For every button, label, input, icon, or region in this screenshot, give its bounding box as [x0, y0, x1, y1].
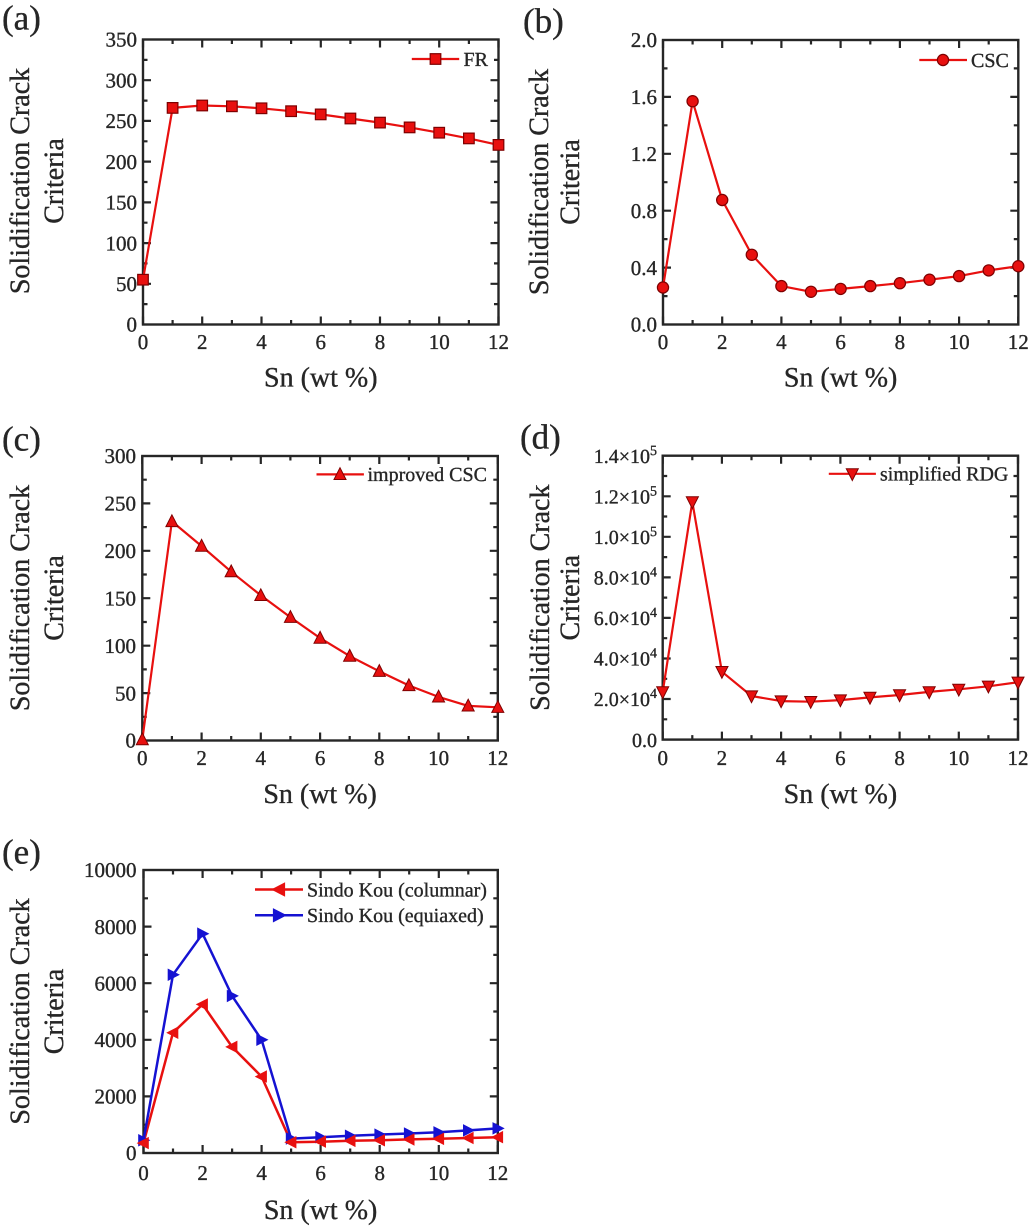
svg-text:8: 8 [895, 330, 906, 354]
svg-text:0: 0 [127, 313, 138, 337]
svg-text:Solidification Crack: Solidification Crack [5, 485, 36, 711]
svg-text:12: 12 [487, 746, 508, 770]
svg-text:(a): (a) [2, 0, 41, 38]
svg-text:200: 200 [105, 539, 137, 563]
svg-text:0: 0 [137, 746, 148, 770]
svg-text:150: 150 [105, 587, 137, 611]
svg-text:0: 0 [138, 330, 149, 354]
svg-text:10: 10 [948, 746, 969, 770]
svg-text:2.0: 2.0 [631, 28, 657, 52]
svg-text:Sn (wt %): Sn (wt %) [264, 1195, 378, 1226]
svg-text:12: 12 [487, 1161, 508, 1185]
svg-text:1.6: 1.6 [631, 85, 657, 109]
svg-text:10: 10 [949, 330, 970, 354]
svg-text:2: 2 [717, 746, 728, 770]
svg-text:100: 100 [105, 634, 137, 658]
svg-text:improved CSC: improved CSC [368, 464, 487, 486]
svg-text:2000: 2000 [95, 1085, 137, 1109]
svg-text:300: 300 [106, 68, 138, 92]
svg-text:300: 300 [105, 444, 137, 468]
svg-text:4: 4 [776, 746, 787, 770]
svg-text:Criteria: Criteria [555, 554, 586, 640]
svg-text:Sindo Kou (columnar): Sindo Kou (columnar) [307, 879, 487, 901]
svg-text:2: 2 [197, 330, 208, 354]
svg-text:2: 2 [196, 746, 207, 770]
svg-text:10000: 10000 [84, 858, 137, 882]
svg-text:0: 0 [657, 746, 668, 770]
svg-text:8.0×104: 8.0×104 [594, 566, 657, 590]
svg-text:0: 0 [126, 729, 137, 753]
svg-text:6: 6 [315, 746, 326, 770]
svg-text:4: 4 [776, 330, 787, 354]
svg-text:(d): (d) [520, 418, 561, 457]
svg-text:1.0×105: 1.0×105 [594, 525, 657, 549]
svg-text:50: 50 [116, 272, 137, 296]
svg-text:Sn (wt %): Sn (wt %) [264, 363, 378, 394]
svg-text:12: 12 [488, 330, 509, 354]
svg-text:Criteria: Criteria [555, 139, 586, 225]
svg-text:Solidification Crack: Solidification Crack [525, 485, 556, 711]
svg-text:10: 10 [429, 330, 450, 354]
svg-text:4: 4 [256, 746, 267, 770]
svg-text:250: 250 [106, 109, 138, 133]
svg-text:10: 10 [428, 746, 449, 770]
svg-text:8: 8 [894, 746, 905, 770]
svg-text:4: 4 [256, 1161, 267, 1185]
svg-text:1.2×105: 1.2×105 [594, 485, 657, 509]
svg-text:(b): (b) [523, 2, 564, 41]
svg-text:Sn (wt %): Sn (wt %) [784, 363, 898, 394]
svg-text:0.0: 0.0 [632, 730, 657, 752]
svg-text:simplified RDG: simplified RDG [880, 464, 1008, 486]
svg-text:6: 6 [316, 330, 327, 354]
svg-text:Sn (wt %): Sn (wt %) [784, 779, 898, 810]
svg-text:6: 6 [835, 746, 846, 770]
svg-text:6: 6 [835, 330, 846, 354]
svg-text:250: 250 [105, 492, 137, 516]
svg-text:0: 0 [138, 1161, 149, 1185]
svg-text:Criteria: Criteria [39, 138, 70, 224]
svg-text:0.4: 0.4 [631, 256, 658, 280]
svg-text:4: 4 [256, 330, 267, 354]
svg-text:350: 350 [106, 28, 138, 52]
svg-text:2.0×104: 2.0×104 [594, 687, 657, 711]
svg-text:Criteria: Criteria [39, 968, 70, 1054]
svg-text:50: 50 [115, 681, 136, 705]
svg-text:12: 12 [1008, 330, 1029, 354]
svg-text:CSC: CSC [971, 50, 1009, 72]
svg-text:Sindo Kou (equiaxed): Sindo Kou (equiaxed) [307, 905, 484, 927]
svg-text:FR: FR [464, 49, 489, 71]
svg-text:10: 10 [428, 1161, 449, 1185]
svg-text:150: 150 [106, 191, 138, 215]
svg-text:6.0×104: 6.0×104 [594, 606, 657, 630]
svg-text:1.2: 1.2 [631, 142, 657, 166]
svg-text:2: 2 [717, 330, 728, 354]
svg-text:0.0: 0.0 [631, 313, 657, 337]
svg-text:12: 12 [1008, 746, 1029, 770]
svg-text:4000: 4000 [95, 1028, 137, 1052]
svg-text:2: 2 [197, 1161, 208, 1185]
svg-text:4.0×104: 4.0×104 [594, 647, 657, 671]
svg-text:(e): (e) [2, 833, 41, 872]
svg-text:8: 8 [374, 746, 385, 770]
svg-text:8: 8 [374, 1161, 385, 1185]
svg-text:8000: 8000 [95, 915, 137, 939]
svg-text:0: 0 [126, 1141, 137, 1165]
svg-text:Criteria: Criteria [39, 555, 70, 641]
svg-text:0: 0 [658, 330, 669, 354]
svg-text:Sn (wt %): Sn (wt %) [263, 779, 377, 810]
svg-text:Solidification Crack: Solidification Crack [524, 69, 555, 295]
svg-text:Solidification Crack: Solidification Crack [5, 68, 36, 294]
svg-text:Solidification Crack: Solidification Crack [5, 898, 36, 1124]
svg-text:200: 200 [106, 150, 138, 174]
svg-text:6: 6 [315, 1161, 326, 1185]
svg-text:0.8: 0.8 [631, 199, 657, 223]
svg-text:1.4×105: 1.4×105 [594, 444, 657, 468]
svg-text:6000: 6000 [95, 971, 137, 995]
svg-text:(c): (c) [2, 420, 41, 459]
svg-text:100: 100 [106, 231, 138, 255]
svg-text:8: 8 [375, 330, 386, 354]
